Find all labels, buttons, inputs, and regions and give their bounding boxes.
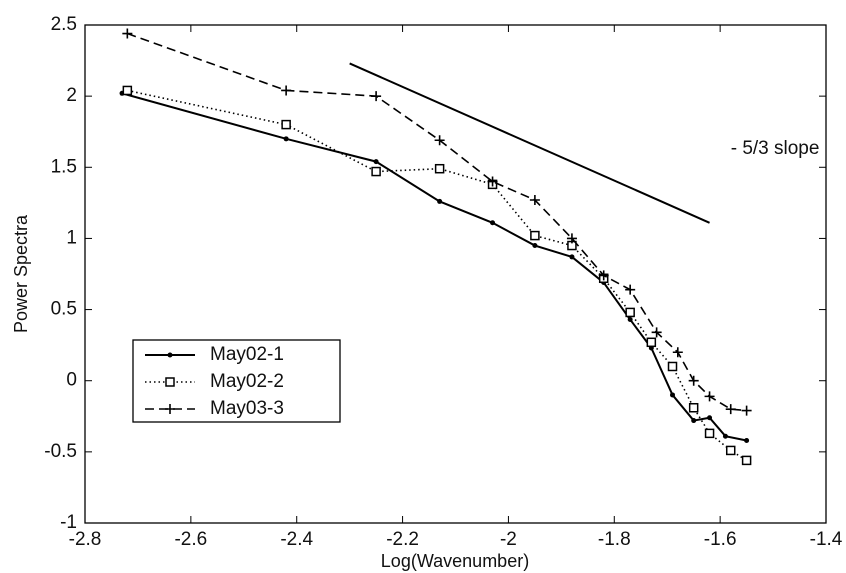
point [667, 361, 678, 372]
x-tick-label: -2 [500, 529, 517, 550]
point [122, 28, 133, 39]
y-tick-label: 1 [66, 227, 77, 248]
point [741, 405, 752, 416]
series-line [127, 89, 748, 462]
x-tick-label: -1.8 [598, 529, 631, 550]
legend-marker [165, 404, 175, 414]
legend-marker [167, 352, 173, 358]
point [371, 91, 382, 102]
legend-label: May03-3 [210, 398, 284, 419]
plot-frame [84, 24, 827, 524]
x-tick-label: -2.8 [69, 529, 102, 550]
point [434, 135, 445, 146]
y-tick-label: 2.5 [51, 14, 77, 35]
point [691, 418, 697, 424]
point [672, 347, 683, 358]
point [530, 230, 540, 241]
point [670, 392, 676, 398]
legend-marker [165, 377, 175, 387]
x-tick-label: -1.6 [704, 529, 737, 550]
y-tick-label: 0.5 [51, 299, 77, 320]
point [281, 85, 292, 96]
y-axis-label: Power Spectra [11, 214, 31, 333]
point [646, 337, 657, 348]
point [651, 327, 662, 338]
point [725, 445, 736, 456]
point [566, 233, 577, 244]
point [704, 428, 715, 439]
x-tick-label: -1.4 [810, 529, 843, 550]
point [688, 375, 699, 386]
point [569, 254, 575, 260]
legend-label: May02-2 [210, 371, 284, 392]
point [281, 119, 291, 130]
point [688, 402, 699, 413]
y-tick-label: -1 [60, 512, 77, 533]
annotation: - 5/3 slope [731, 138, 820, 159]
y-tick-label: 2 [66, 85, 77, 106]
point [283, 136, 289, 142]
point [725, 404, 736, 415]
y-tick-label: 1.5 [51, 156, 77, 177]
point [722, 433, 728, 439]
legend-label: May02-1 [210, 344, 284, 365]
point [625, 307, 635, 318]
point [437, 198, 443, 204]
point [627, 317, 633, 323]
point [704, 391, 715, 402]
point [490, 220, 496, 226]
y-tick-label: -0.5 [44, 441, 77, 462]
x-axis-label: Log(Wavenumber) [381, 551, 529, 571]
point [529, 195, 540, 206]
point [741, 455, 752, 466]
point [487, 176, 498, 187]
point [434, 163, 445, 174]
point [122, 85, 133, 96]
x-tick-label: -2.4 [280, 529, 313, 550]
point [707, 415, 713, 421]
point [744, 437, 750, 443]
point [532, 243, 538, 249]
x-tick-label: -2.2 [386, 529, 419, 550]
x-tick-label: -2.6 [174, 529, 207, 550]
y-tick-label: 0 [66, 370, 77, 391]
point [371, 166, 381, 177]
reference-line [349, 62, 710, 224]
point [373, 159, 379, 165]
point [598, 270, 609, 281]
point [625, 284, 636, 295]
